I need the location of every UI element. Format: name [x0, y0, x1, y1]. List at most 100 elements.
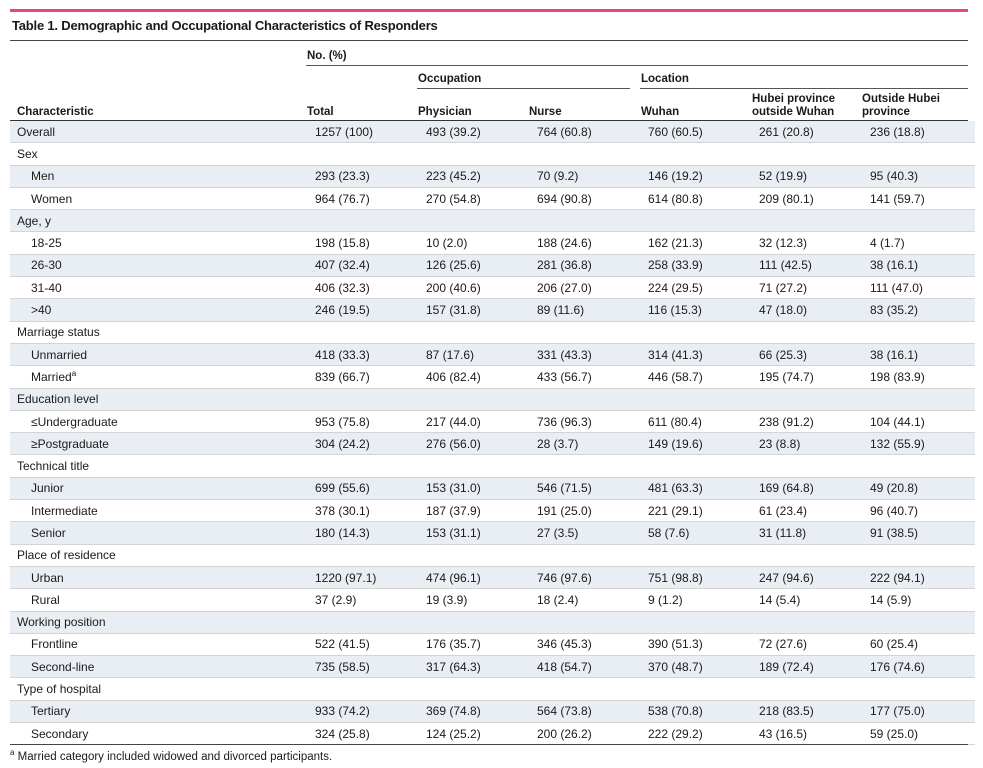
table-cell — [315, 321, 426, 344]
table-cell: 481 (63.3) — [648, 477, 759, 501]
footnote: a Married category included widowed and … — [10, 748, 332, 763]
table-cell: 116 (15.3) — [648, 298, 759, 322]
table-cell: 198 (83.9) — [870, 365, 975, 389]
table-cell: 538 (70.8) — [648, 700, 759, 724]
table-cell: 47 (18.0) — [759, 298, 870, 322]
table-cell — [426, 321, 537, 344]
row-label: >40 — [10, 298, 315, 322]
table-row: Senior 180 (14.3) 153 (31.1) 27 (3.5) 58 (7.… — [10, 521, 975, 545]
row-label: Unmarried — [10, 343, 315, 367]
row-label: Second-line — [10, 655, 315, 679]
header-total: Total — [307, 106, 334, 118]
table-cell: 370 (48.7) — [648, 655, 759, 679]
table-cell: 258 (33.9) — [648, 254, 759, 278]
table-cell: 474 (96.1) — [426, 566, 537, 590]
header-wuhan: Wuhan — [641, 106, 680, 118]
row-label-text: Technical title — [17, 459, 90, 474]
table-cell: 96 (40.7) — [870, 499, 975, 523]
table-cell: 270 (54.8) — [426, 187, 537, 211]
table-cell: 736 (96.3) — [537, 410, 648, 434]
row-label-text: Unmarried — [31, 347, 88, 362]
table-cell — [648, 388, 759, 411]
header-physician: Physician — [418, 106, 472, 118]
table-cell — [537, 142, 648, 166]
row-label: Women — [10, 187, 315, 211]
table-cell: 222 (29.2) — [648, 722, 759, 746]
row-label-text: ≤Undergraduate — [31, 414, 118, 429]
header-no-pct: No. (%) — [307, 50, 347, 62]
table-cell — [426, 142, 537, 166]
footnote-marker: a — [10, 748, 15, 757]
table-cell: 188 (24.6) — [537, 231, 648, 255]
row-label-text: 26-30 — [31, 258, 62, 273]
table-cell: 764 (60.8) — [537, 121, 648, 144]
table-bottom-rule — [10, 744, 968, 745]
table-cell: 1257 (100) — [315, 121, 426, 144]
row-label: 31-40 — [10, 276, 315, 300]
row-group-label: Marriage status — [10, 321, 315, 344]
table-row: ≥Postgraduate 304 (24.2) 276 (56.0) 28 (3.7… — [10, 432, 975, 456]
header-hubei-line1: Hubei province — [752, 93, 836, 105]
table-cell: 346 (45.3) — [537, 633, 648, 657]
table-cell: 446 (58.7) — [648, 365, 759, 389]
table-cell: 746 (97.6) — [537, 566, 648, 590]
table-cell: 236 (18.8) — [870, 121, 975, 144]
table-cell — [759, 611, 870, 634]
table-cell: 10 (2.0) — [426, 231, 537, 255]
row-label: Rural — [10, 588, 315, 612]
table-cell — [537, 388, 648, 411]
table-cell — [426, 677, 537, 701]
table-cell: 187 (37.9) — [426, 499, 537, 523]
table-cell: 953 (75.8) — [315, 410, 426, 434]
table-cell — [315, 209, 426, 233]
table-cell: 406 (82.4) — [426, 365, 537, 389]
table-cell — [870, 142, 975, 166]
row-label-text: Marriage status — [17, 325, 100, 340]
row-label-text: Women — [31, 191, 73, 206]
row-label-text: Frontline — [31, 637, 78, 652]
table-cell: 304 (24.2) — [315, 432, 426, 456]
row-label: Urban — [10, 566, 315, 590]
row-group-label: Education level — [10, 388, 315, 411]
table-cell: 126 (25.6) — [426, 254, 537, 278]
table-cell: 38 (16.1) — [870, 343, 975, 367]
row-group-label: Working position — [10, 611, 315, 634]
table-cell: 195 (74.7) — [759, 365, 870, 389]
table-cell: 839 (66.7) — [315, 365, 426, 389]
table-cell: 58 (7.6) — [648, 521, 759, 545]
table-cell: 222 (94.1) — [870, 566, 975, 590]
table-cell — [759, 321, 870, 344]
header-outside-hubei: Outside Hubei province — [862, 93, 940, 119]
footnote-ref: a — [71, 368, 77, 378]
table-cell — [315, 454, 426, 478]
table-cell: 83 (35.2) — [870, 298, 975, 322]
table-cell: 37 (2.9) — [315, 588, 426, 612]
table-cell — [759, 454, 870, 478]
table-row: 31-40 406 (32.3) 200 (40.6) 206 (27.0) 224 (… — [10, 276, 975, 300]
table-cell — [648, 321, 759, 344]
table-cell: 9 (1.2) — [648, 588, 759, 612]
table-cell: 124 (25.2) — [426, 722, 537, 746]
table-cell — [537, 611, 648, 634]
row-group-label: Place of residence — [10, 544, 315, 567]
row-group-label: Technical title — [10, 454, 315, 478]
row-group-label: Overall — [10, 121, 315, 144]
footnote-text: Married category included widowed and di… — [14, 750, 333, 763]
row-label-text: Junior — [31, 481, 64, 496]
table-cell: 317 (64.3) — [426, 655, 537, 679]
table-cell: 149 (19.6) — [648, 432, 759, 456]
table-row: Junior 699 (55.6) 153 (31.0) 546 (71.5) 481 … — [10, 477, 975, 501]
row-label-text: 18-25 — [31, 236, 62, 251]
table-cell: 61 (23.4) — [759, 499, 870, 523]
table-row: Technical title — [10, 454, 975, 478]
table-cell: 390 (51.3) — [648, 633, 759, 657]
table-cell: 369 (74.8) — [426, 700, 537, 724]
table-cell — [870, 677, 975, 701]
table-cell: 200 (40.6) — [426, 276, 537, 300]
table-cell — [759, 388, 870, 411]
row-label-text: Working position — [17, 615, 106, 630]
table-cell: 146 (19.2) — [648, 165, 759, 188]
table-cell: 324 (25.8) — [315, 722, 426, 746]
row-label: ≤Undergraduate — [10, 410, 315, 434]
header-rule-occupation — [417, 88, 630, 89]
